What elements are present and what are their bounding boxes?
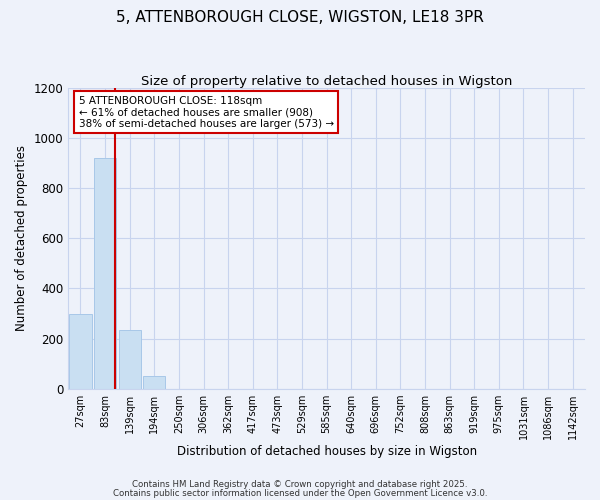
Bar	[94, 158, 116, 388]
Bar	[143, 376, 166, 388]
Text: Contains public sector information licensed under the Open Government Licence v3: Contains public sector information licen…	[113, 490, 487, 498]
Bar	[119, 330, 141, 388]
X-axis label: Distribution of detached houses by size in Wigston: Distribution of detached houses by size …	[176, 444, 476, 458]
Text: 5, ATTENBOROUGH CLOSE, WIGSTON, LE18 3PR: 5, ATTENBOROUGH CLOSE, WIGSTON, LE18 3PR	[116, 10, 484, 25]
Title: Size of property relative to detached houses in Wigston: Size of property relative to detached ho…	[141, 75, 512, 88]
Text: 5 ATTENBOROUGH CLOSE: 118sqm
← 61% of detached houses are smaller (908)
38% of s: 5 ATTENBOROUGH CLOSE: 118sqm ← 61% of de…	[79, 96, 334, 128]
Y-axis label: Number of detached properties: Number of detached properties	[15, 146, 28, 332]
Bar	[70, 314, 92, 388]
Text: Contains HM Land Registry data © Crown copyright and database right 2025.: Contains HM Land Registry data © Crown c…	[132, 480, 468, 489]
